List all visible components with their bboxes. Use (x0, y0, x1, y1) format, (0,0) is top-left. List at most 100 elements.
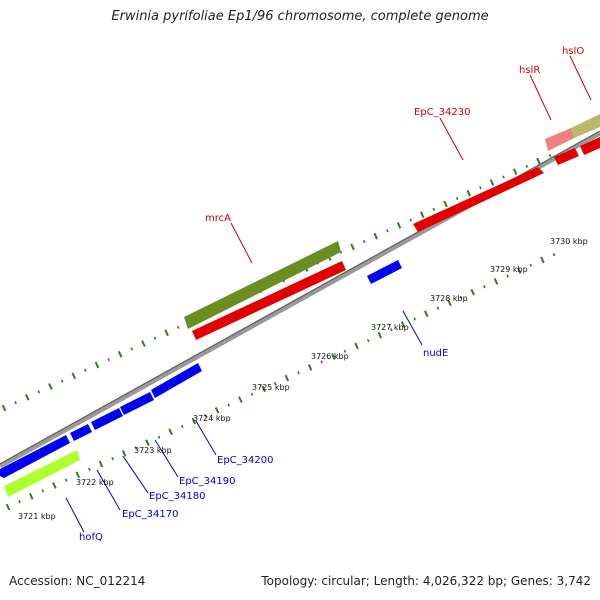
outer-ring-tick (409, 218, 413, 222)
inner-ring-tick (121, 449, 127, 457)
outer-ring-tick (525, 164, 529, 168)
outer-ring-tick (141, 340, 146, 347)
outer-ring-tick (489, 179, 495, 186)
inner-ring-tick (284, 374, 290, 382)
cds-nudE[interactable] (367, 260, 402, 284)
callout-line-hslO (569, 55, 592, 101)
inner-ring-tick (506, 274, 509, 278)
outer-ring-tick (512, 168, 518, 176)
inner-ring-tick (238, 396, 243, 403)
gene-mrcA[interactable] (184, 241, 341, 329)
gene-label-EpC_34170[interactable]: EpC_34170 (122, 509, 178, 520)
callout-line-EpC_34170 (96, 469, 121, 511)
inner-ring-tick (320, 360, 324, 364)
inner-ring-tick (273, 381, 277, 386)
inner-ring-tick (493, 278, 499, 285)
inner-ring-tick (41, 489, 45, 493)
outer-ring-tick (107, 358, 110, 362)
inner-ring-tick (459, 295, 463, 300)
outer-ring-tick (37, 390, 41, 394)
reverse-gene-labels: hofQ EpC_34170 EpC_34180 EpC_34190 EpC_3… (79, 348, 448, 543)
gene-hslR[interactable] (545, 128, 574, 151)
outer-ring-tick (536, 157, 541, 165)
inner-ring-tick (191, 417, 197, 425)
scale-label: 3728 kbp (430, 294, 468, 303)
scale-label: 3729 kbp (490, 265, 528, 274)
map-title: Erwinia pyrifoliae Ep1/96 chromosome, co… (111, 9, 489, 24)
cds-EpC_34180[interactable] (70, 424, 92, 441)
outer-ring-tick (466, 189, 472, 197)
callout-line-EpC_34200 (195, 420, 217, 456)
cds-hslO[interactable] (580, 137, 600, 155)
inner-ring-tick (390, 328, 393, 332)
callout-line-nudE (402, 310, 423, 346)
callout-line-EpC_34190 (154, 439, 179, 478)
outer-ring-tick (548, 153, 552, 158)
inner-ring-tick (423, 310, 429, 318)
inner-ring-tick (250, 392, 254, 396)
outer-ring-tick (362, 239, 366, 244)
inner-ring-tick (227, 403, 231, 407)
outer-ring-tick (502, 175, 505, 179)
outer-ring-tick (350, 243, 355, 251)
outer-ring-tick (1, 404, 7, 412)
callout-line-EpC_34230 (439, 117, 464, 161)
inner-ring-tick (261, 385, 266, 393)
scale-labels: 3721 kbp 3722 kbp 3723 kbp 3724 kbp 3725… (18, 237, 588, 521)
gene-label-hslO[interactable]: hslO (562, 46, 584, 57)
gene-hofQ[interactable] (4, 450, 80, 497)
cds-EpC_34200-b[interactable] (151, 363, 202, 398)
gene-label-hslR[interactable]: hslR (519, 65, 540, 76)
outer-ring-tick (419, 211, 425, 219)
inner-ring-tick (204, 414, 207, 418)
inner-ring-tick (168, 428, 173, 436)
gene-label-EpC_34180[interactable]: EpC_34180 (149, 491, 205, 502)
outer-ring-tick (176, 325, 180, 330)
outer-ring-tick (396, 222, 402, 229)
outer-ring-tick (94, 361, 100, 369)
inner-ring-tick (436, 306, 440, 310)
outer-ring-tick (24, 393, 30, 401)
callout-line-hofQ (65, 497, 85, 533)
cds-hslR[interactable] (554, 148, 579, 165)
callout-line-hslR (529, 74, 552, 121)
cds-mrcA[interactable] (192, 261, 346, 340)
cds-EpC_34170[interactable] (0, 435, 70, 478)
inner-ring-tick (75, 471, 81, 479)
outer-ring-tick (386, 229, 389, 233)
outer-ring-tick (48, 383, 53, 390)
callout-line-EpC_34180 (122, 455, 149, 494)
inner-ring-tick (354, 342, 359, 350)
cds-EpC_34200-a[interactable] (120, 392, 154, 415)
inner-tick-ring (5, 252, 556, 511)
outer-ring-tick (130, 347, 134, 351)
gene-label-mrcA[interactable]: mrcA (205, 213, 231, 224)
outer-ring-tick (117, 350, 123, 358)
inner-ring-tick (447, 299, 452, 307)
inner-ring-tick (470, 288, 476, 296)
inner-ring-tick (98, 460, 104, 468)
cds-EpC_34190[interactable] (91, 408, 123, 430)
outer-ring-tick (14, 401, 17, 405)
cds-EpC_34230[interactable] (413, 167, 544, 232)
inner-ring-tick (377, 331, 383, 339)
inner-ring-tick (18, 500, 21, 504)
gene-hslO[interactable] (571, 114, 600, 138)
outer-ring-tick (60, 379, 64, 383)
gene-label-EpC_34190[interactable]: EpC_34190 (179, 476, 235, 487)
outer-ring-tick (164, 329, 169, 337)
gene-label-hofQ[interactable]: hofQ (79, 532, 103, 543)
gene-label-EpC_34230[interactable]: EpC_34230 (414, 107, 470, 118)
gene-label-EpC_34200[interactable]: EpC_34200 (217, 455, 273, 466)
gene-label-nudE[interactable]: nudE (423, 348, 448, 359)
inner-ring-tick (413, 317, 417, 321)
outer-ring-tick (83, 368, 87, 373)
inner-ring-tick (552, 252, 556, 257)
inner-ring-tick (529, 263, 533, 267)
inner-ring-tick (400, 321, 406, 328)
inner-ring-tick (307, 364, 313, 371)
callout-lines (65, 55, 592, 533)
inner-ring-tick (343, 349, 347, 353)
